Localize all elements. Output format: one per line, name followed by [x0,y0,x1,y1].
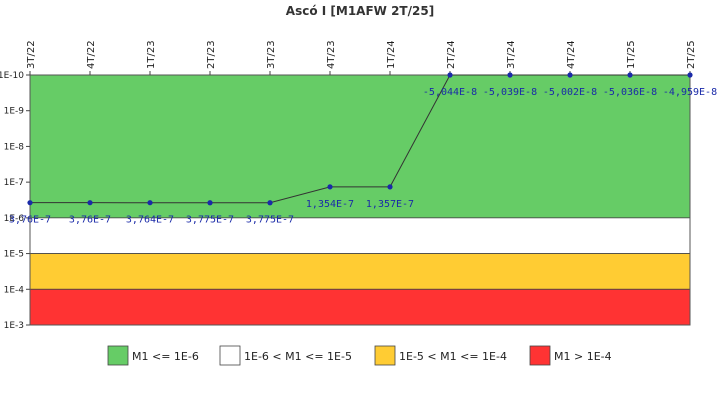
data-point [387,184,393,190]
data-label: 1,354E-7 [306,199,354,210]
plot-frame [29,74,691,326]
data-label: -5,002E-8 [543,87,597,98]
legend-label-4: M1 > 1E-4 [554,350,612,363]
data-label: 1,357E-7 [366,199,414,210]
x-tick-label: 3T/24 [506,40,517,69]
data-point [207,200,213,206]
x-tick-label: 1T/24 [386,40,397,69]
data-label: -5,036E-8 [603,87,657,98]
data-point [687,72,693,78]
data-point [87,200,93,206]
x-tick-label: 4T/23 [326,40,337,69]
band-2 [29,217,691,254]
y-tick-label: 1E-7 [4,178,24,188]
legend-swatch-1 [107,345,129,366]
data-point [447,72,453,78]
data-label: 3,775E-7 [246,215,294,226]
y-tick-label: 1E-5 [4,250,24,260]
y-tick-label: 1E-3 [4,321,24,331]
x-tick-label: 1T/23 [146,40,157,69]
legend-swatch-3 [374,345,396,366]
x-tick-label: 2T/24 [446,40,457,69]
legend: M1 <= 1E-6 1E-6 < M1 <= 1E-5 1E-5 < M1 <= … [107,345,612,366]
data-label: -5,044E-8 [423,87,477,98]
x-tick-label: 2T/25 [686,40,697,69]
data-point [267,200,273,206]
data-point [507,72,513,78]
data-point [567,72,573,78]
data-point [327,184,333,190]
data-point [147,200,153,206]
legend-label-3: 1E-5 < M1 <= 1E-4 [399,350,507,363]
data-label: 3,775E-7 [186,215,234,226]
labels-layer: 3,76E-7 3,76E-7 3,764E-7 3,775E-7 3,775E-7 1,… [9,87,717,226]
y-tick-label: 1E-9 [4,107,25,117]
data-label: 3,76E-7 [69,215,111,226]
data-label: -5,039E-8 [483,87,537,98]
x-tick-label: 3T/23 [266,40,277,69]
axis-layer: 1E-10 1E-9 1E-8 1E-7 1E-6 1E-5 1E-4 1E-3 3T/22 4T… [0,40,697,331]
series-layer [27,72,693,206]
data-label: 3,764E-7 [126,215,174,226]
legend-label-1: M1 <= 1E-6 [132,350,199,363]
data-label: 3,76E-7 [9,215,51,226]
y-tick-label: 1E-10 [0,71,24,81]
x-tick-label: 4T/24 [566,40,577,69]
data-point [627,72,633,78]
legend-swatch-4 [529,345,551,366]
x-tick-label: 2T/23 [206,40,217,69]
x-tick-label: 1T/25 [626,40,637,69]
y-tick-label: 1E-4 [4,285,25,295]
data-label: -4,959E-8 [663,87,717,98]
bands-layer [29,74,691,326]
band-1 [29,74,691,219]
band-3 [29,253,691,290]
data-point [27,200,33,206]
legend-swatch-2 [219,345,241,366]
legend-label-2: 1E-6 < M1 <= 1E-5 [244,350,352,363]
x-tick-label: 3T/22 [26,40,37,69]
y-tick-label: 1E-6 [4,214,25,224]
band-4 [29,288,691,326]
series-line [30,74,690,204]
y-tick-label: 1E-8 [4,142,25,152]
x-tick-label: 4T/22 [86,40,97,69]
chart-title: Ascó I [M1AFW 2T/25] [286,4,434,18]
